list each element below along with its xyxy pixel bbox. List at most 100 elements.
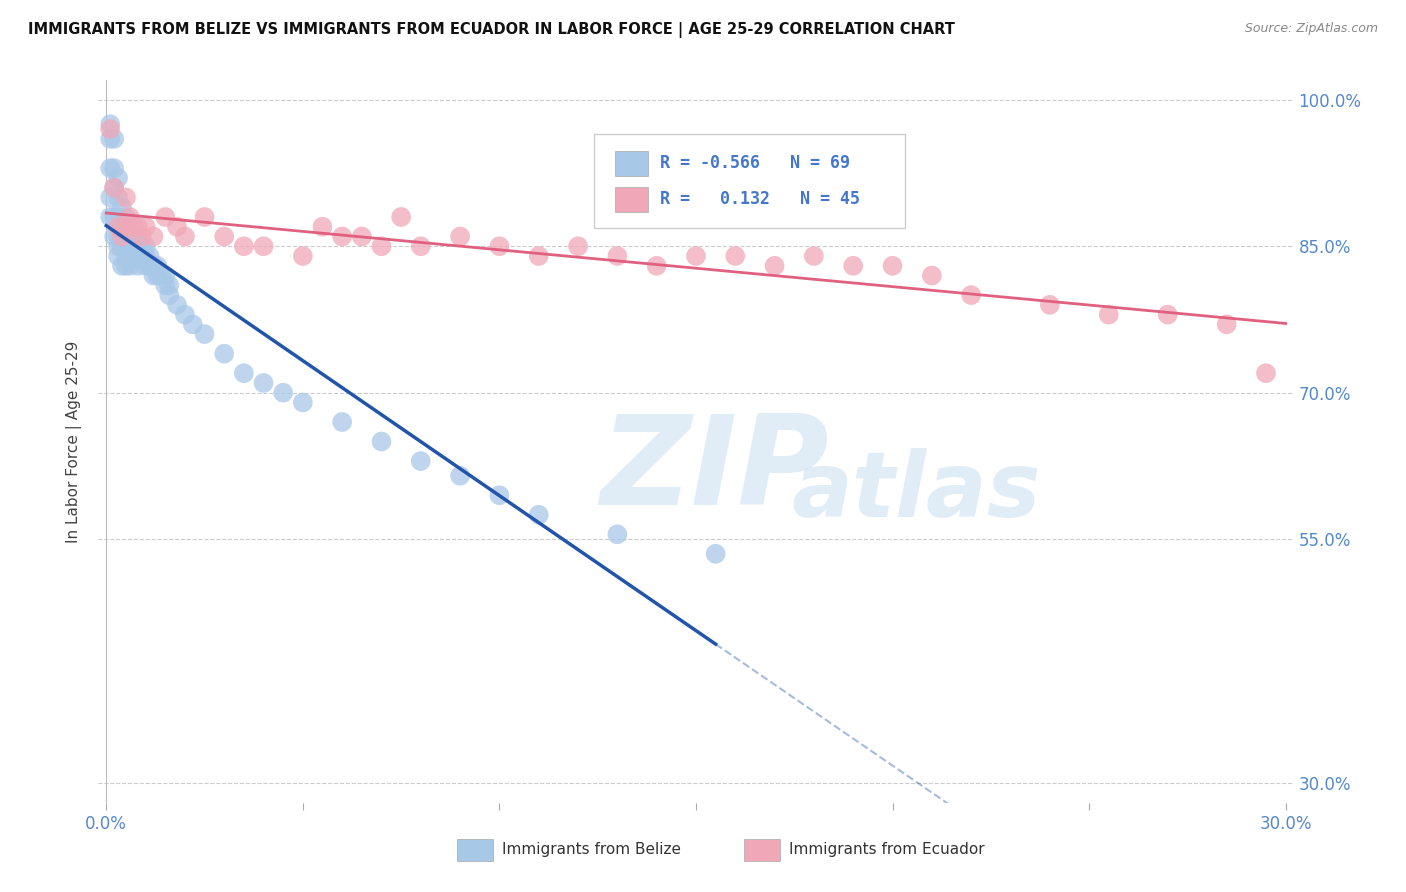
Text: Immigrants from Ecuador: Immigrants from Ecuador (789, 842, 984, 857)
Point (193, 210, 215, 224)
Text: R =   0.132   N = 45: R = 0.132 N = 45 (661, 191, 860, 209)
Point (118, 249, 141, 263)
Point (107, 239, 129, 253)
Point (122, 229, 145, 244)
Point (107, 190, 129, 204)
Point (1098, 308, 1121, 322)
FancyBboxPatch shape (744, 838, 780, 861)
Point (291, 395, 314, 409)
Point (122, 239, 145, 253)
Point (98, 117, 121, 131)
Point (763, 259, 786, 273)
Point (724, 249, 747, 263)
Point (157, 288, 180, 302)
Point (135, 239, 157, 253)
Point (1039, 298, 1062, 312)
Point (330, 229, 353, 244)
Point (142, 259, 165, 273)
Point (449, 468, 471, 483)
Point (155, 268, 177, 283)
Point (527, 249, 550, 263)
Point (370, 239, 392, 253)
Point (98, 190, 121, 204)
Point (127, 239, 149, 253)
Point (1157, 308, 1180, 322)
Point (150, 268, 173, 283)
Point (103, 161, 125, 176)
Point (409, 239, 432, 253)
Point (127, 249, 149, 263)
Point (685, 249, 707, 263)
Point (567, 239, 589, 253)
Point (103, 132, 125, 146)
Point (166, 298, 188, 312)
FancyBboxPatch shape (614, 187, 648, 211)
FancyBboxPatch shape (457, 838, 494, 861)
Point (193, 327, 215, 342)
Point (271, 385, 294, 400)
Point (157, 278, 180, 293)
Point (921, 268, 943, 283)
Point (174, 308, 197, 322)
Point (131, 239, 153, 253)
Point (115, 219, 138, 234)
Point (488, 488, 510, 502)
Point (960, 288, 983, 302)
Point (606, 527, 628, 541)
Point (111, 239, 134, 253)
Point (138, 249, 160, 263)
Point (389, 210, 412, 224)
Point (138, 259, 160, 273)
Point (1215, 318, 1237, 332)
Point (311, 219, 333, 234)
Point (111, 259, 134, 273)
Point (118, 210, 141, 224)
Point (350, 229, 373, 244)
Text: Source: ZipAtlas.com: Source: ZipAtlas.com (1244, 22, 1378, 36)
Point (103, 180, 125, 194)
Point (107, 170, 129, 185)
Point (111, 229, 134, 244)
Point (142, 268, 165, 283)
Point (103, 229, 125, 244)
Point (232, 366, 254, 380)
Point (118, 229, 141, 244)
Point (115, 190, 138, 204)
Text: IMMIGRANTS FROM BELIZE VS IMMIGRANTS FROM ECUADOR IN LABOR FORCE | AGE 25-29 COR: IMMIGRANTS FROM BELIZE VS IMMIGRANTS FRO… (28, 22, 955, 38)
Point (122, 219, 145, 234)
Point (212, 229, 235, 244)
Point (122, 249, 145, 263)
Point (115, 239, 138, 253)
Point (107, 219, 129, 234)
Point (330, 415, 353, 429)
Point (803, 249, 825, 263)
Point (115, 229, 138, 244)
Point (111, 219, 134, 234)
Point (98, 161, 121, 176)
Point (111, 229, 134, 244)
Point (181, 318, 204, 332)
Point (98, 132, 121, 146)
FancyBboxPatch shape (595, 135, 905, 228)
Point (142, 229, 165, 244)
Point (115, 249, 138, 263)
Point (131, 249, 153, 263)
Point (370, 434, 392, 449)
Point (107, 210, 129, 224)
Point (118, 239, 141, 253)
Point (166, 219, 188, 234)
Point (155, 210, 177, 224)
Text: Immigrants from Belize: Immigrants from Belize (502, 842, 682, 857)
Point (882, 259, 904, 273)
Point (146, 268, 169, 283)
Point (1254, 366, 1277, 380)
Point (127, 219, 149, 234)
Y-axis label: In Labor Force | Age 25-29: In Labor Force | Age 25-29 (66, 341, 83, 542)
Point (131, 229, 153, 244)
Point (488, 239, 510, 253)
Point (409, 454, 432, 468)
Point (842, 259, 865, 273)
Point (135, 249, 157, 263)
Point (111, 200, 134, 214)
FancyBboxPatch shape (614, 151, 648, 176)
